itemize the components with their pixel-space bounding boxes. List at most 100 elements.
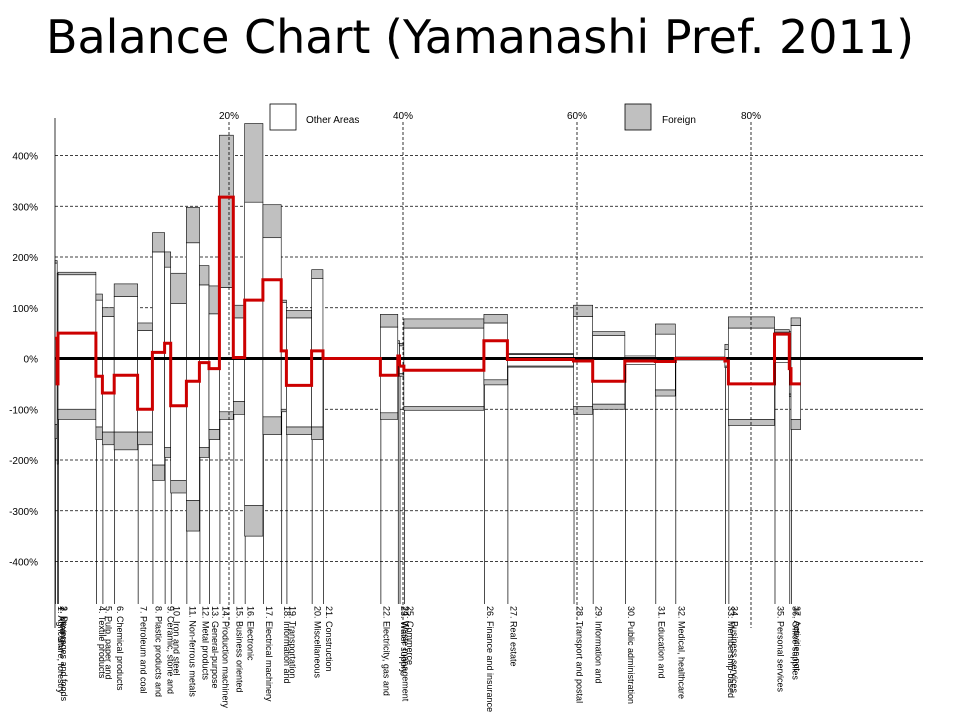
legend-swatch	[269, 103, 297, 131]
y-tick-label: 0%	[24, 355, 39, 366]
y-axis-labels: 400% 300% 200% 100% 0% -100% -200% -300% -400%	[9, 152, 38, 569]
bar-foreign-import	[208, 429, 220, 440]
share-marker-label: 40%	[393, 111, 413, 122]
bar-foreign-export	[573, 304, 593, 317]
share-markers: 20% 40% 60% 80%	[219, 111, 761, 628]
balance-line	[55, 195, 801, 411]
bar-other-export	[208, 313, 220, 359]
bar-other-import	[244, 358, 264, 506]
bar-foreign-export	[483, 314, 508, 324]
bar-other-import	[311, 358, 324, 428]
bar-other-export	[573, 316, 593, 359]
bar-other-import	[102, 358, 115, 433]
y-tick-label: -400%	[9, 558, 38, 569]
sector-label: 13. General-purpose	[210, 606, 220, 689]
bar-foreign-import	[219, 411, 234, 420]
bar-foreign-import	[592, 403, 626, 410]
sector-label: 5. Pulp, paper and	[103, 606, 113, 680]
bar-other-import	[654, 358, 676, 391]
sector-label: 1. Agriculture, forestry	[56, 606, 66, 694]
bar-foreign-import	[728, 419, 775, 426]
sector-label: 6. Chemical products	[115, 606, 125, 691]
bar-other-export	[790, 325, 801, 359]
bar-foreign-import	[102, 431, 115, 446]
bar-other-import	[403, 358, 485, 408]
balance-line-group	[55, 195, 801, 411]
sector-label: 35. Personal services	[775, 606, 785, 693]
bar-foreign-export	[233, 304, 245, 319]
bar-foreign-export	[397, 340, 400, 344]
bar-foreign-export	[164, 251, 172, 268]
bar-foreign-import	[137, 431, 153, 446]
bar-foreign-export	[774, 329, 790, 333]
bar-foreign-import	[507, 365, 574, 368]
sector-label: 31. Education and	[656, 606, 666, 679]
share-marker-label: 80%	[741, 111, 761, 122]
sector-label: 32. Medical, healthcare	[676, 606, 686, 699]
legend-swatch	[624, 103, 652, 131]
sector-label: 17. Electrical machinery	[264, 606, 274, 702]
bar-other-import	[233, 358, 245, 402]
sector-label: 20. Miscellaneous	[313, 606, 323, 679]
bar-other-export	[137, 330, 153, 359]
y-tick-label: 100%	[12, 304, 38, 315]
bar-other-import	[286, 358, 312, 428]
bar-foreign-import	[95, 426, 103, 441]
legend: Other Areas Foreign	[269, 103, 696, 131]
bar-other-export	[170, 303, 187, 359]
y-tick-label: -100%	[9, 405, 38, 416]
y-tick-label: 300%	[12, 202, 38, 213]
bar-foreign-export	[208, 285, 220, 315]
bar-other-export	[57, 274, 97, 359]
bar-foreign-export	[186, 206, 200, 244]
bar-other-export	[774, 331, 790, 359]
bar-other-import	[57, 358, 97, 410]
bar-foreign-export	[219, 134, 234, 288]
bar-foreign-export	[728, 316, 775, 329]
bar-foreign-import	[113, 431, 138, 451]
bar-other-import	[483, 358, 508, 381]
sector-label: 25. Commerce	[405, 606, 415, 665]
bar-foreign-import	[186, 500, 200, 532]
sector-label: 33. Membership-based	[726, 606, 736, 698]
bar-other-import	[262, 358, 282, 418]
bar-other-export	[186, 242, 200, 359]
chart-title: Balance Chart (Yamanashi Pref. 2011)	[45, 10, 915, 64]
bar-foreign-import	[380, 412, 399, 420]
bar-other-export	[311, 278, 324, 359]
bar-other-export	[286, 317, 312, 359]
bar-foreign-import	[152, 464, 165, 481]
y-tick-label: 200%	[12, 253, 38, 264]
bar-foreign-export	[95, 293, 103, 301]
bar-other-export	[654, 333, 676, 359]
sector-label: 3. Beverages and foods	[59, 606, 69, 702]
bar-other-export	[592, 335, 626, 359]
bar-foreign-export	[507, 353, 574, 355]
legend-label: Foreign	[662, 115, 696, 126]
sector-label: 24. Waste management	[401, 606, 411, 702]
bar-foreign-import	[170, 479, 187, 494]
bar-foreign-export	[790, 317, 801, 326]
bar-foreign-export	[137, 322, 153, 331]
bar-other-export	[728, 327, 775, 359]
bar-foreign-import	[280, 408, 287, 413]
bar-other-export	[152, 251, 165, 359]
bar-foreign-import	[790, 419, 801, 430]
sector-label: 21. Construction	[324, 606, 334, 672]
bar-foreign-export	[380, 314, 399, 328]
bar-foreign-import	[573, 406, 593, 415]
sector-label: 4. Textile products	[97, 606, 107, 679]
sector-label: 12. Metal products	[200, 606, 210, 681]
sector-label: 7. Petroleum and coal	[139, 606, 149, 694]
bar-foreign-export	[311, 269, 324, 279]
sector-label: 11. Non-ferrous metals	[187, 606, 197, 697]
bar-foreign-import	[654, 389, 676, 397]
bar-foreign-import	[483, 379, 508, 386]
y-tick-label: 400%	[12, 152, 38, 163]
sector-label: 26. Finance and insurance	[485, 606, 495, 712]
bar-foreign-import	[244, 505, 264, 537]
sector-label: 22. Electricity, gas and	[381, 606, 391, 696]
sector-label: 8. Plastic products and	[153, 606, 163, 697]
sector-label: 16. Electronic	[246, 606, 256, 661]
